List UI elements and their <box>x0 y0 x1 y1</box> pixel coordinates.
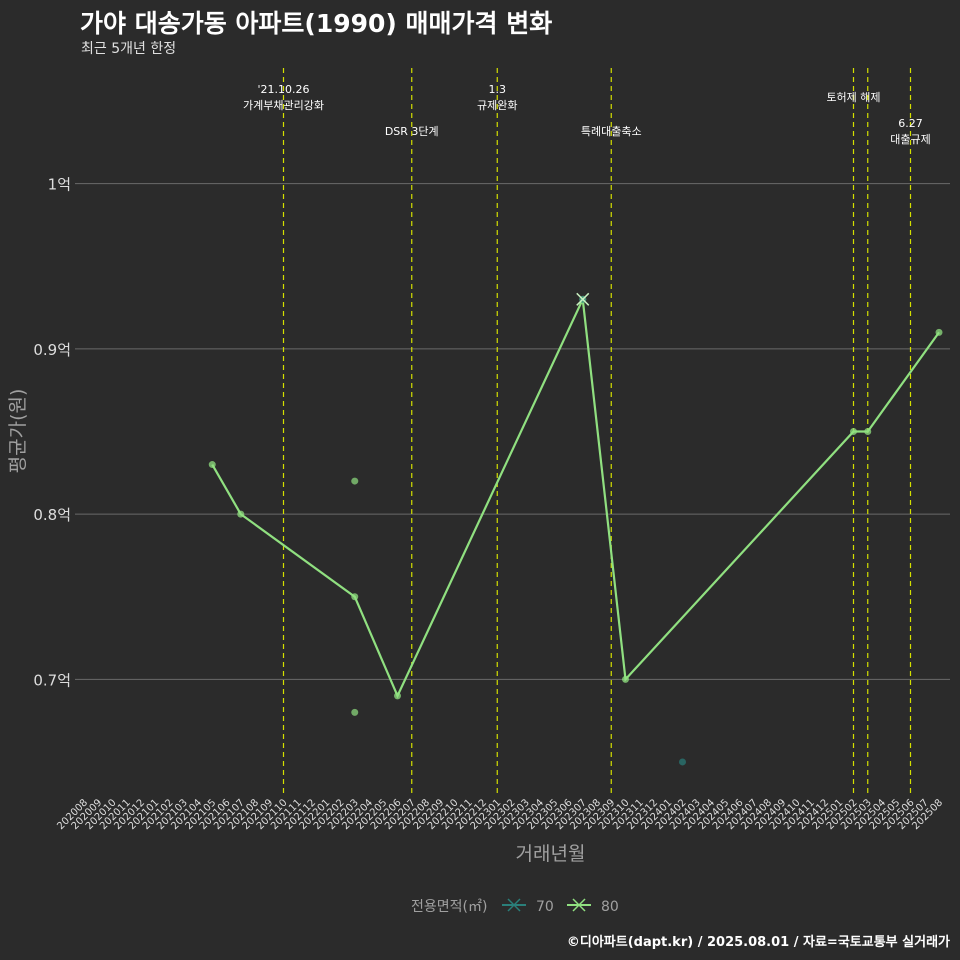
chart-subtitle: 최근 5개년 한정 <box>81 41 177 57</box>
event-annotation: 가계부채관리강화 <box>243 99 324 112</box>
event-annotation: '21.10.26 <box>257 83 309 96</box>
y-tick-label: 0.7억 <box>33 671 71 689</box>
event-annotation: 특례대출축소 <box>581 125 642 138</box>
series-80-point <box>237 510 245 518</box>
event-annotation: 1.3 <box>489 83 507 96</box>
series-80-point <box>935 328 943 336</box>
x-axis-title: 거래년월 <box>516 843 586 865</box>
series-70-point <box>679 758 686 766</box>
event-annotation: 6.27 <box>898 117 923 130</box>
series-80-point <box>850 428 857 435</box>
chart-title: 가야 대송가동 아파트(1990) 매매가격 변화 <box>80 9 553 38</box>
y-tick-label: 0.8억 <box>33 506 71 524</box>
legend-label-80: 80 <box>601 899 619 915</box>
event-annotation: DSR 3단계 <box>385 125 439 138</box>
series-80-point <box>351 477 359 485</box>
series-80-line <box>211 295 940 699</box>
source-credit: ©디아파트(dapt.kr) / 2025.08.01 / 자료=국토교통부 실… <box>566 935 950 950</box>
y-axis-title: 평균가(원) <box>7 389 29 474</box>
legend-marker-70 <box>507 898 521 912</box>
series-80-point <box>864 428 872 435</box>
legend-title: 전용면적(㎡) <box>411 899 487 915</box>
series-80-point <box>351 593 359 601</box>
y-tick-label: 0.9억 <box>33 341 71 359</box>
legend-marker-80 <box>572 898 586 912</box>
series-80-point <box>622 675 629 683</box>
series-80-point <box>208 461 216 469</box>
legend-label-70: 70 <box>536 899 554 915</box>
event-annotation: 대출규제 <box>890 133 930 146</box>
series-80-point <box>351 708 359 716</box>
event-annotation: 토허제 해제 <box>826 90 880 104</box>
event-annotation: 규제완화 <box>477 99 517 112</box>
peak-marker <box>576 292 590 306</box>
series-80-point <box>394 692 401 700</box>
y-tick-label: 1억 <box>48 176 71 194</box>
